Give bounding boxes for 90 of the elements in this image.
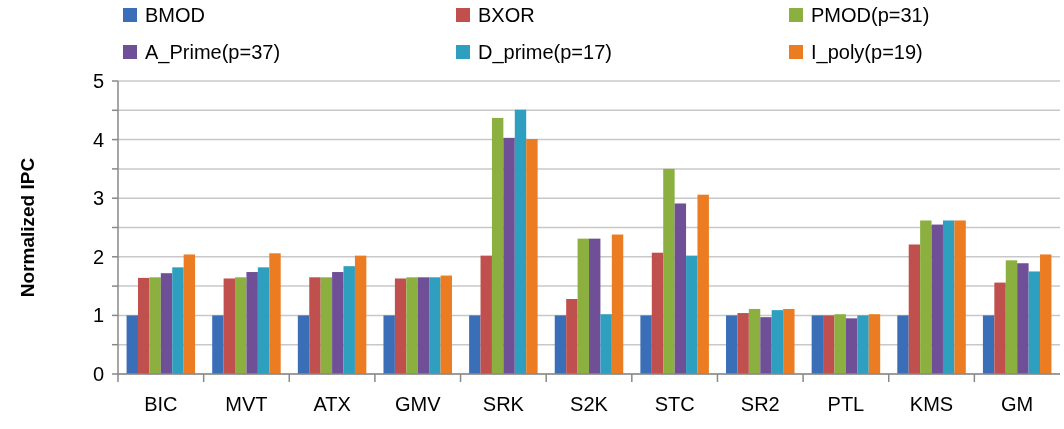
- x-tick-label: SR2: [740, 393, 780, 415]
- bar: [640, 315, 652, 374]
- bar: [406, 277, 418, 374]
- y-tick-label: 3: [92, 187, 104, 210]
- bar: [748, 308, 761, 374]
- bar: [1040, 254, 1052, 374]
- bar: [126, 315, 138, 374]
- bar: [526, 139, 538, 374]
- bar: [1017, 263, 1029, 374]
- bar: [577, 238, 589, 374]
- bar: [480, 255, 492, 374]
- bar: [783, 308, 795, 374]
- bar: [760, 317, 772, 374]
- x-tick-label: PTL: [827, 393, 865, 415]
- bar: [737, 313, 749, 374]
- bar: [674, 203, 687, 374]
- bar: [383, 315, 395, 374]
- bar: [845, 318, 858, 374]
- legend-label: PMOD(p=31): [811, 4, 930, 26]
- legend-label: BMOD: [145, 4, 205, 26]
- bar: [942, 220, 955, 374]
- bar: [920, 220, 932, 374]
- y-tick-label: 1: [92, 304, 104, 327]
- x-tick-label: STC: [654, 393, 695, 415]
- bar: [172, 267, 184, 374]
- bar: [868, 314, 881, 374]
- legend-label: D_prime(p=17): [478, 41, 612, 64]
- bar: [954, 220, 966, 374]
- x-tick-label: KMS: [909, 393, 954, 415]
- bar: [811, 315, 824, 374]
- bar: [149, 277, 161, 374]
- bar: [554, 315, 567, 374]
- bar: [246, 272, 258, 374]
- bar: [417, 277, 430, 374]
- bar: [394, 278, 407, 374]
- bar: [857, 315, 869, 374]
- bar: [137, 277, 150, 374]
- bar: [771, 310, 784, 374]
- bar: [697, 194, 709, 374]
- bar: [994, 282, 1006, 374]
- bar: [566, 298, 578, 374]
- bar: [686, 255, 698, 374]
- bar: [823, 315, 835, 374]
- bar: [440, 275, 452, 374]
- bar: [429, 277, 441, 374]
- bar: [309, 277, 321, 374]
- bar: [1005, 260, 1018, 374]
- bar: [223, 278, 236, 374]
- x-tick-label: S2K: [570, 393, 609, 415]
- y-axis-title: Normalized IPC: [17, 157, 38, 298]
- legend-label: BXOR: [478, 4, 535, 26]
- bar: [269, 253, 281, 374]
- x-tick-label: GM: [1001, 393, 1034, 415]
- bar: [611, 234, 624, 374]
- bar: [235, 277, 247, 374]
- bar: [354, 255, 367, 374]
- bar: [651, 252, 664, 374]
- bar: [663, 168, 675, 374]
- bar: [514, 109, 527, 374]
- bar: [982, 315, 995, 374]
- bar: [343, 266, 355, 374]
- bar: [160, 273, 173, 374]
- bar: [931, 224, 943, 374]
- x-tick-label: ATX: [313, 393, 351, 415]
- bar: [469, 315, 481, 374]
- y-tick-label: 4: [92, 128, 104, 151]
- y-tick-label: 2: [92, 245, 104, 268]
- bar: [908, 244, 921, 374]
- x-tick-label: SRK: [482, 393, 525, 415]
- bar: [257, 267, 270, 374]
- legend-label: I_poly(p=19): [811, 41, 923, 64]
- bar: [320, 277, 333, 374]
- bar: [1028, 271, 1041, 374]
- bar: [834, 314, 846, 374]
- bar: [726, 315, 738, 374]
- x-tick-label: BIC: [144, 393, 178, 415]
- x-tick-label: GMV: [394, 393, 442, 415]
- legend-label: A_Prime(p=37): [145, 41, 281, 64]
- bar: [589, 238, 601, 374]
- x-tick-label: MVT: [225, 393, 268, 415]
- y-tick-label: 5: [92, 70, 104, 92]
- bar: [600, 314, 612, 374]
- bar: [212, 315, 224, 374]
- bar: [503, 137, 515, 374]
- bar: [332, 272, 344, 374]
- y-tick-label: 0: [92, 363, 104, 385]
- bar: [297, 315, 310, 374]
- bar: [897, 315, 909, 374]
- bar: [491, 117, 504, 374]
- bar: [183, 254, 196, 374]
